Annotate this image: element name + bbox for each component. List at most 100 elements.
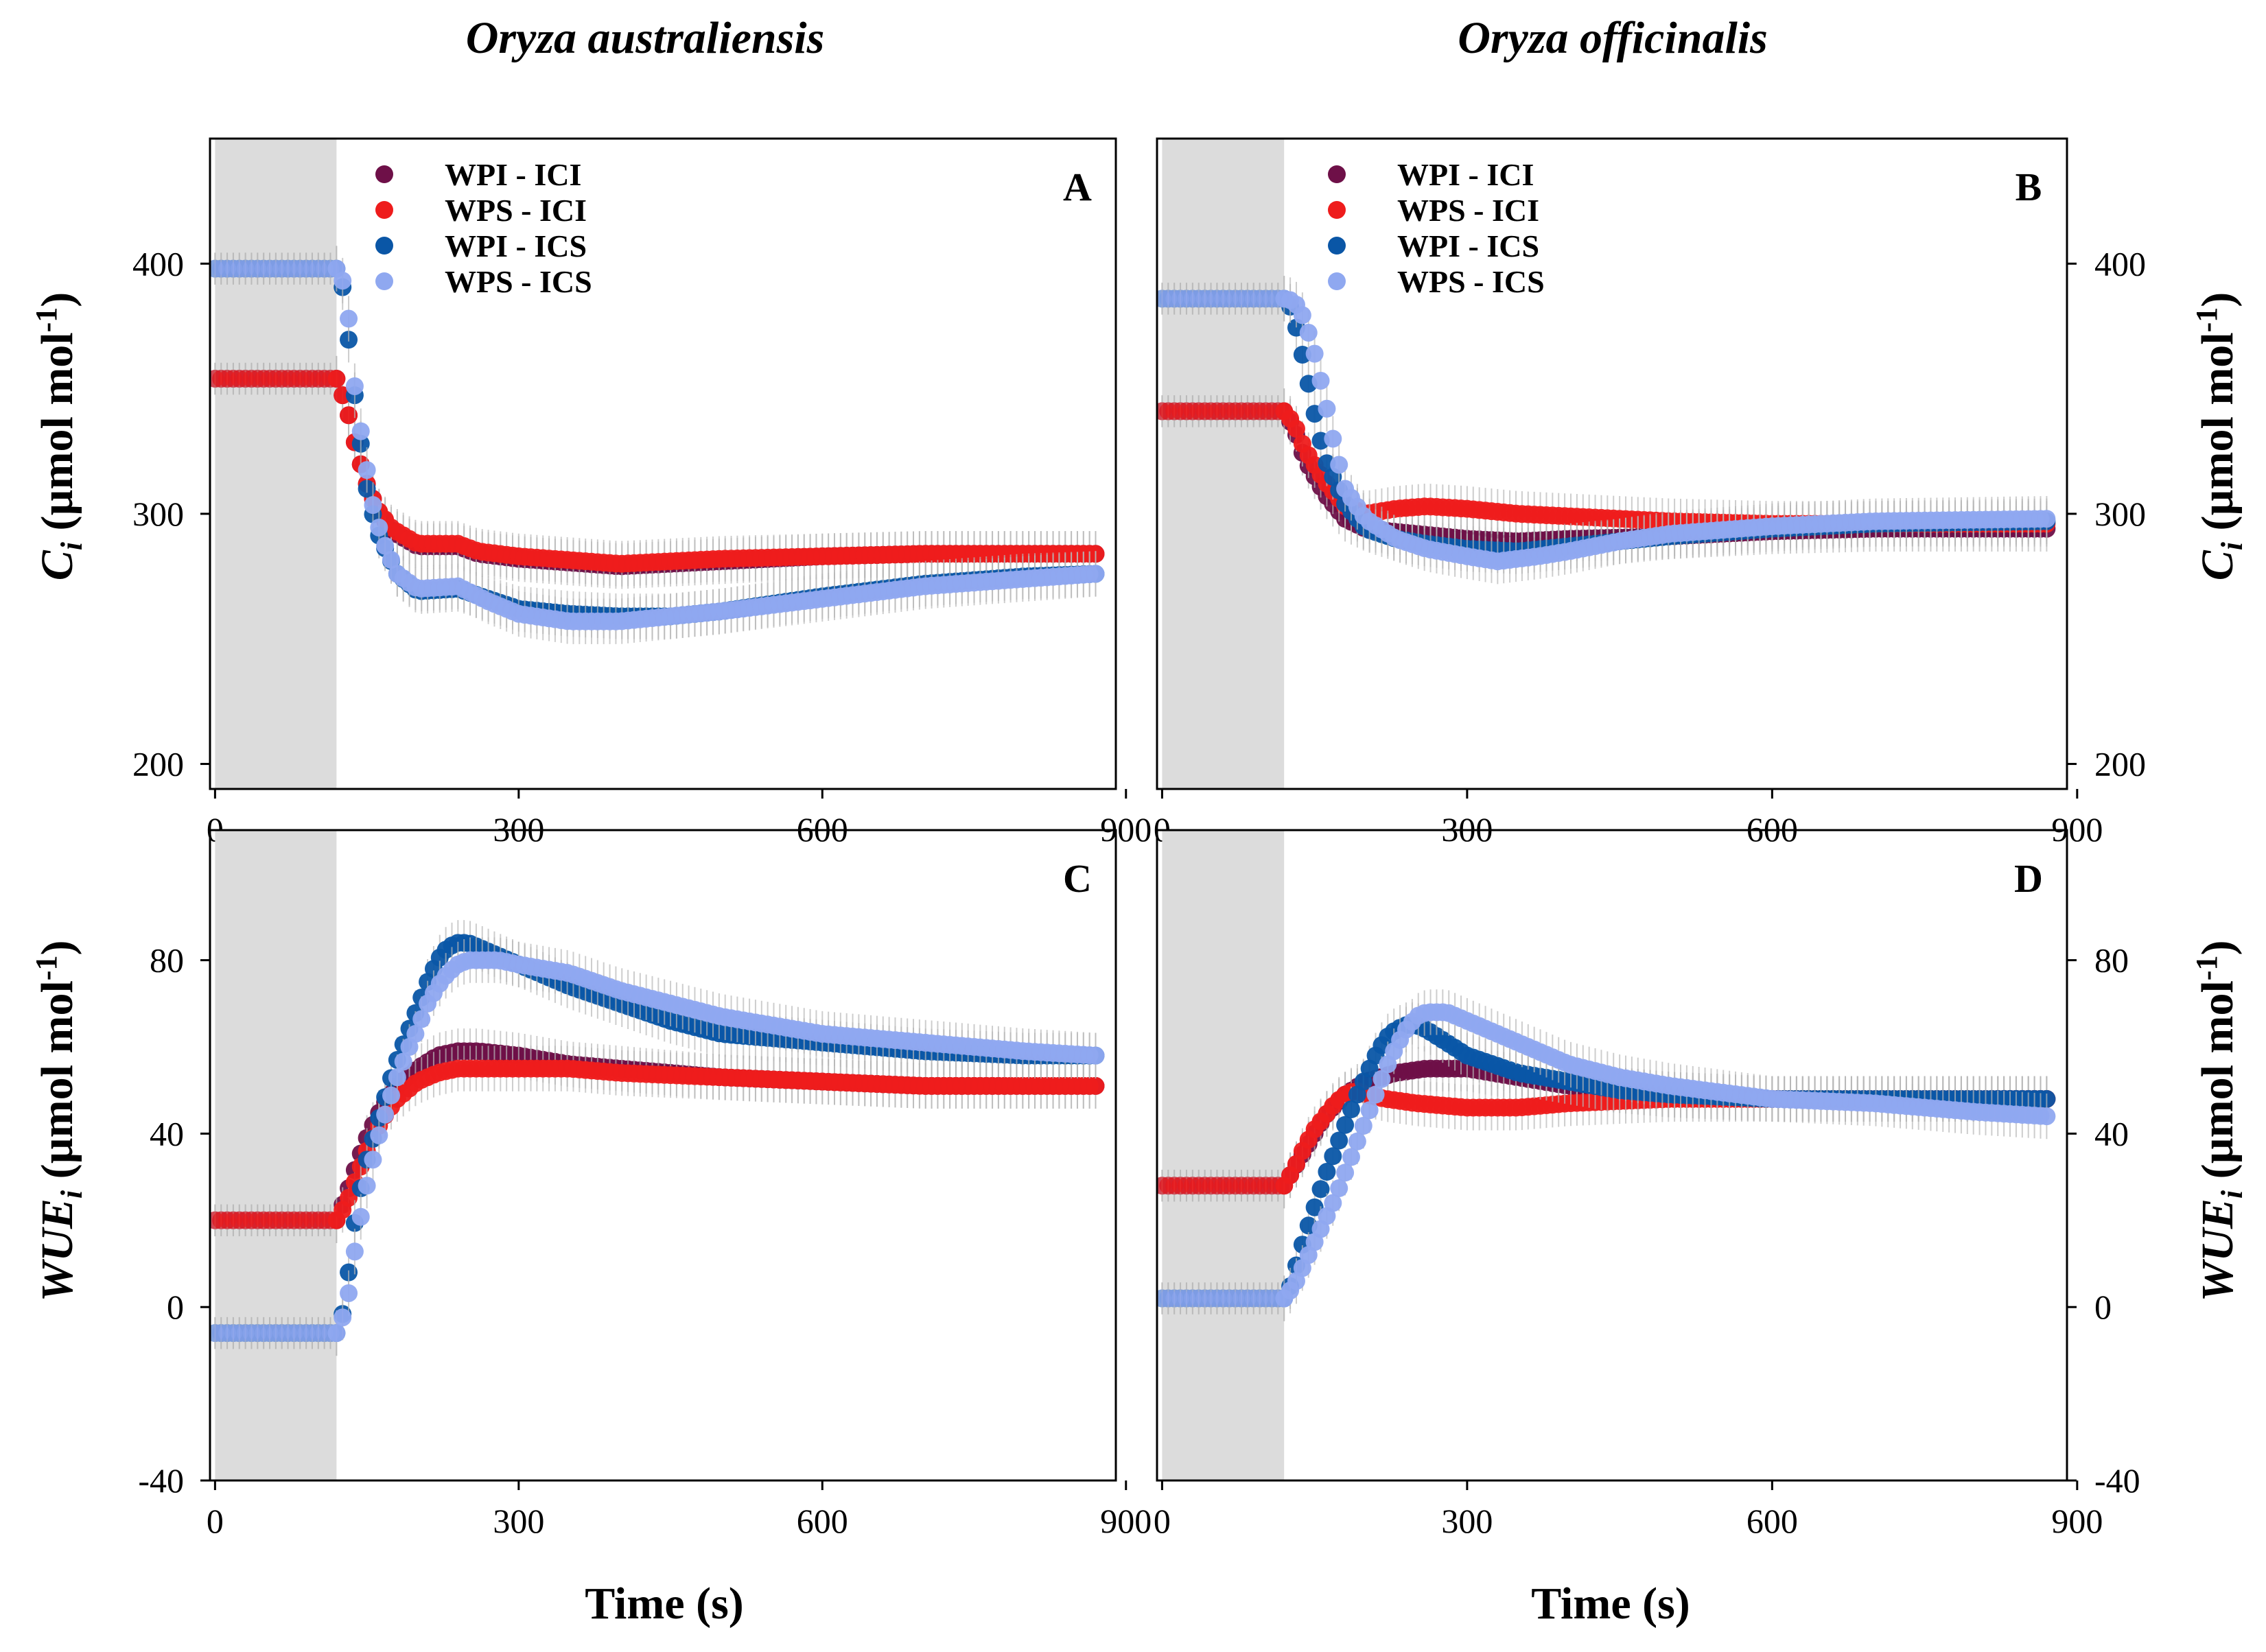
legend-marker xyxy=(375,165,393,183)
data-point xyxy=(1318,399,1336,418)
legend-marker xyxy=(375,237,393,255)
data-point xyxy=(1336,1116,1355,1134)
x-tick-label: 900 xyxy=(2051,1502,2103,1540)
plot-frame xyxy=(209,137,1117,790)
panel-letter: D xyxy=(2014,856,2043,901)
plot-frame xyxy=(1156,829,2068,1482)
data-point xyxy=(334,272,352,290)
data-point xyxy=(327,1324,346,1343)
data-point xyxy=(327,370,346,388)
data-point xyxy=(406,1025,425,1043)
dark-period-shade xyxy=(1162,139,1285,789)
y-tick-label: 80 xyxy=(150,941,184,980)
data-point xyxy=(358,1177,376,1195)
x-tick-label: 0 xyxy=(1154,1502,1171,1540)
y-axis-title-d: WUEi (µmol mol-1) xyxy=(2189,940,2250,1302)
series-wps-ics xyxy=(210,246,1105,644)
data-point xyxy=(340,1284,358,1302)
plot-area xyxy=(210,920,1105,1356)
data-point xyxy=(2037,510,2056,528)
data-point xyxy=(345,377,364,395)
legend-marker xyxy=(1328,201,1346,219)
data-point xyxy=(376,1105,395,1124)
legend-label: WPI - ICS xyxy=(1397,228,1539,263)
data-point xyxy=(358,461,376,480)
data-point xyxy=(2037,1107,2056,1126)
data-point xyxy=(1373,1070,1391,1088)
data-point xyxy=(1342,1100,1360,1119)
data-point xyxy=(1311,371,1330,390)
series-wps-ics xyxy=(210,937,1105,1356)
legend-label: WPI - ICS xyxy=(445,228,587,263)
panel-letter: C xyxy=(1063,856,1092,901)
x-tick-label: 600 xyxy=(797,1502,848,1540)
dark-period-shade xyxy=(215,139,337,789)
y-tick-label: 400 xyxy=(2094,244,2146,283)
data-point xyxy=(1318,1163,1336,1181)
x-tick-label: 300 xyxy=(493,1502,544,1540)
data-point xyxy=(1086,1046,1105,1065)
y-axis-title-c: WUEi (µmol mol-1) xyxy=(29,940,89,1302)
data-point xyxy=(1324,1147,1342,1166)
legend-label: WPS - ICI xyxy=(445,193,587,228)
data-point xyxy=(1299,323,1318,342)
data-point xyxy=(412,1010,431,1028)
data-point xyxy=(334,1308,352,1327)
data-point xyxy=(364,496,382,515)
x-axis-title-left: Time (s) xyxy=(585,1579,744,1629)
y-tick-label: -40 xyxy=(2094,1461,2140,1500)
legend-marker xyxy=(1328,237,1346,255)
y-tick-label: 200 xyxy=(132,745,184,783)
data-point xyxy=(1293,306,1311,324)
legend-marker xyxy=(1328,272,1346,290)
y-tick-label: 300 xyxy=(132,495,184,533)
data-point xyxy=(1330,1179,1348,1198)
plot-area xyxy=(210,246,1105,644)
x-axis-title-right: Time (s) xyxy=(1531,1579,1690,1629)
data-point xyxy=(1311,1180,1330,1199)
data-point xyxy=(1366,1085,1385,1104)
data-point xyxy=(1354,1117,1373,1135)
data-point xyxy=(370,518,388,536)
data-point xyxy=(364,1150,382,1169)
y-tick-label: 0 xyxy=(167,1288,184,1326)
panel-letter: A xyxy=(1063,165,1092,209)
data-point xyxy=(376,536,395,555)
y-tick-label: 80 xyxy=(2094,941,2129,980)
dark-period-shade xyxy=(1162,830,1285,1480)
series-wps-ics xyxy=(1157,276,2056,585)
legend-marker xyxy=(375,201,393,219)
data-point xyxy=(1086,1076,1105,1095)
data-point xyxy=(1336,1164,1355,1182)
data-point xyxy=(1360,1101,1379,1120)
series-wps-ici xyxy=(210,355,1105,587)
data-point xyxy=(340,309,358,328)
plot-area xyxy=(1157,276,2056,585)
y-axis-title-a: Ci (µmol mol-1) xyxy=(29,292,89,581)
data-point xyxy=(1305,344,1324,363)
data-point xyxy=(382,551,400,569)
legend-marker xyxy=(1328,165,1346,183)
panel-letter: B xyxy=(2016,165,2042,209)
legend-label: WPS - ICS xyxy=(1397,264,1545,299)
data-point xyxy=(388,1068,406,1087)
data-point xyxy=(1342,1148,1360,1166)
x-tick-label: 900 xyxy=(1100,1502,1152,1540)
data-point xyxy=(1324,429,1342,448)
plot-frame xyxy=(1156,137,2068,790)
y-tick-label: 40 xyxy=(2094,1114,2129,1153)
legend-label: WPI - ICI xyxy=(445,157,581,192)
x-tick-label: 600 xyxy=(1747,1502,1798,1540)
legend-marker xyxy=(375,272,393,290)
panel-d: 0 300 600 900-40 0 40 80 D xyxy=(1154,829,2140,1540)
plot-area xyxy=(1157,989,2056,1321)
y-tick-label: 200 xyxy=(2094,745,2146,783)
dark-period-shade xyxy=(215,830,337,1480)
data-point xyxy=(340,1188,358,1207)
plot-frame xyxy=(209,829,1117,1482)
